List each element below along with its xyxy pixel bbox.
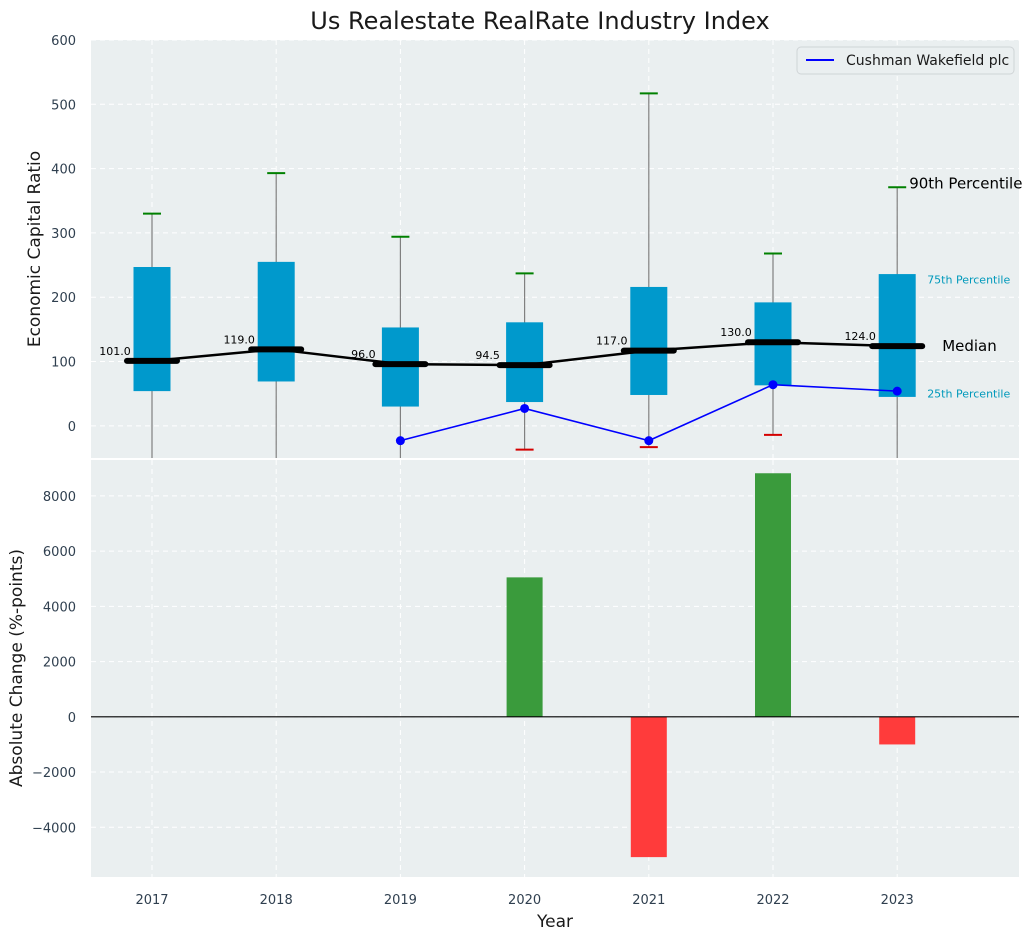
bottom-plot-area (91, 460, 1019, 877)
x-tick-label: 2022 (756, 893, 789, 908)
bottom-y-tick-label: −2000 (32, 766, 76, 781)
top-y-tick-label: 0 (68, 420, 76, 435)
x-tick-label: 2021 (632, 893, 665, 908)
top-y-tick-label: 600 (51, 34, 76, 49)
x-tick-label: 2020 (508, 893, 541, 908)
top-y-axis-label: Economic Capital Ratio (25, 151, 45, 347)
bottom-y-axis-label: Absolute Change (%-points) (7, 549, 27, 787)
legend-box (796, 46, 1015, 75)
change-bar (506, 577, 543, 717)
bottom-y-tick-label: −4000 (32, 821, 76, 836)
company-series-point (768, 380, 778, 390)
x-tick-label: 2017 (135, 893, 168, 908)
change-bar (879, 716, 916, 745)
median-value-label: 130.0 (720, 326, 752, 339)
legend-label: Cushman Wakefield plc (846, 53, 1009, 69)
company-series-point (395, 436, 405, 446)
median-value-label: 96.0 (351, 348, 376, 361)
bottom-y-tick-label: 8000 (43, 490, 76, 505)
bottom-plot-background (91, 460, 1019, 877)
top-y-tick-label: 200 (51, 291, 76, 306)
annotation-median: Median (942, 337, 997, 355)
median-value-label: 119.0 (223, 333, 255, 346)
top-y-tick-label: 500 (51, 98, 76, 113)
top-panel: 0 100 200 300 400 500 600 101.0 119.0 96.0 94.5 117… (51, 34, 1022, 458)
median-value-label: 124.0 (844, 330, 876, 343)
change-bar (630, 716, 667, 858)
median-value-label: 117.0 (596, 335, 628, 348)
median-value-label: 101.0 (99, 345, 131, 358)
x-tick-label: 2018 (260, 893, 293, 908)
top-y-tick-label: 100 (51, 356, 76, 371)
annotation-p90: 90th Percentile (909, 174, 1022, 192)
top-y-tick-label: 300 (51, 227, 76, 242)
top-y-tick-label: 400 (51, 163, 76, 178)
bottom-y-tick-label: 2000 (43, 656, 76, 671)
iqr-box (630, 286, 668, 395)
iqr-box (257, 261, 295, 382)
chart-title: Us Realestate RealRate Industry Index (310, 7, 769, 35)
top-plot-background (91, 40, 1019, 458)
iqr-box (133, 267, 171, 392)
x-axis-label: Year (536, 912, 573, 932)
x-tick-label: 2019 (384, 893, 417, 908)
company-series-point (644, 436, 654, 446)
company-series-point (520, 403, 530, 413)
x-tick-label: 2023 (881, 893, 914, 908)
bottom-y-tick-label: 6000 (43, 545, 76, 560)
top-plot-area (91, 40, 1019, 458)
median-value-label: 94.5 (475, 349, 500, 362)
bottom-panel: −4000 −2000 0 2000 4000 6000 8000 2017 2018 2019 2… (32, 460, 1019, 908)
annotation-p75: 75th Percentile (927, 274, 1010, 287)
company-series-point (892, 386, 902, 396)
bottom-y-tick-label: 4000 (43, 600, 76, 615)
change-bar (755, 473, 791, 717)
annotation-p25: 25th Percentile (927, 388, 1010, 401)
bottom-y-tick-label: 0 (68, 711, 76, 726)
iqr-box (878, 274, 916, 397)
legend: Cushman Wakefield plc (796, 46, 1015, 75)
